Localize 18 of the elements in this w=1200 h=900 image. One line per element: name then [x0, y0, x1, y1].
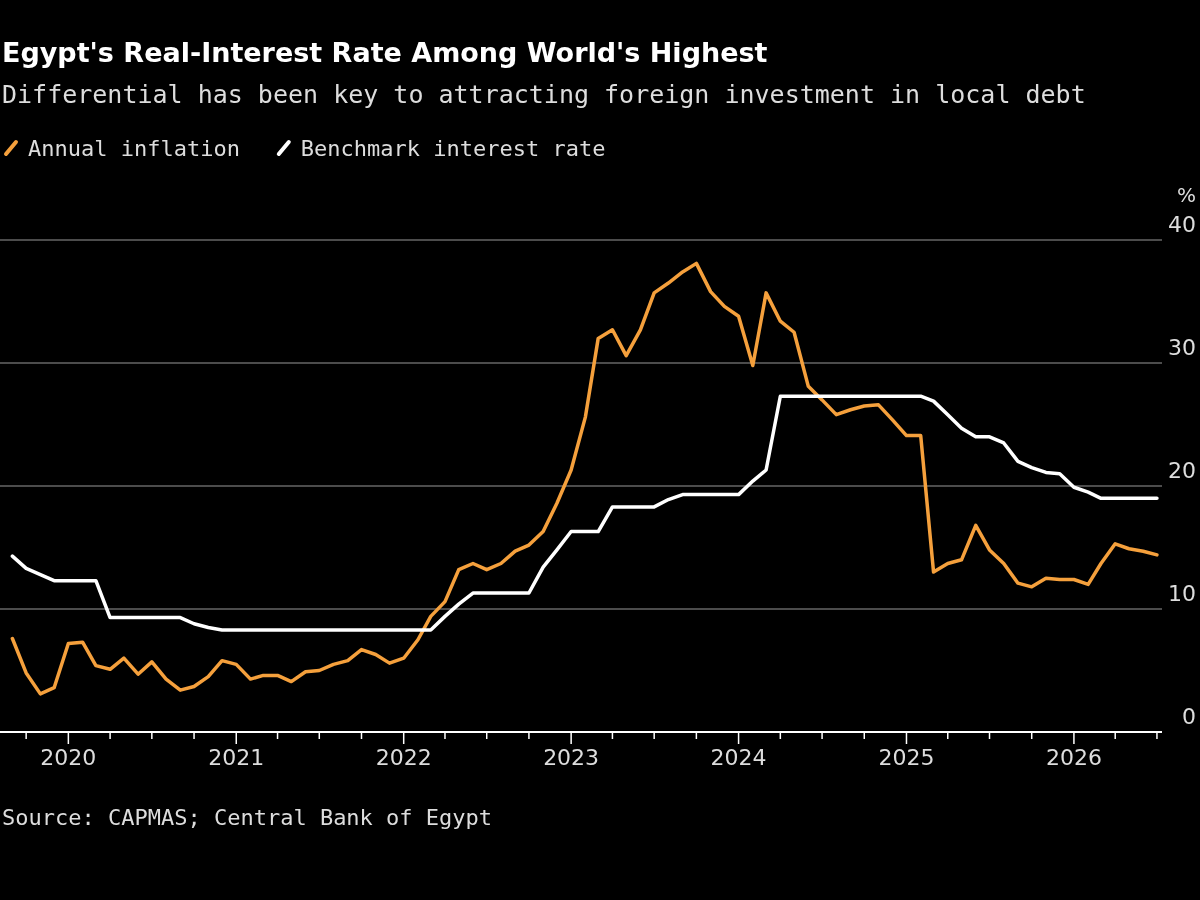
- legend-label: Benchmark interest rate: [300, 136, 606, 161]
- y-tick-label: 30: [1168, 335, 1196, 360]
- chart-subtitle: Differential has been key to attracting foreign investment in local debt: [2, 80, 1086, 109]
- x-tick-label: 2022: [375, 745, 432, 770]
- chart-title: Egypt's Real-Interest Rate Among World's Highest: [2, 37, 768, 68]
- y-tick-label: 20: [1168, 458, 1196, 483]
- y-tick-label: 10: [1168, 581, 1196, 606]
- x-tick-label: 2020: [40, 745, 97, 770]
- x-tick-label: 2026: [1045, 745, 1102, 770]
- y-tick-label: 40: [1168, 212, 1196, 237]
- y-axis-title: %: [1176, 183, 1196, 207]
- y-tick-label: 0: [1182, 704, 1196, 729]
- x-tick-label: 2023: [543, 745, 600, 770]
- source-note: Source: CAPMAS; Central Bank of Egypt: [2, 805, 493, 830]
- x-tick-label: 2025: [878, 745, 935, 770]
- x-tick-label: 2021: [208, 745, 265, 770]
- x-tick-label: 2024: [710, 745, 767, 770]
- legend-label: Annual inflation: [28, 136, 240, 161]
